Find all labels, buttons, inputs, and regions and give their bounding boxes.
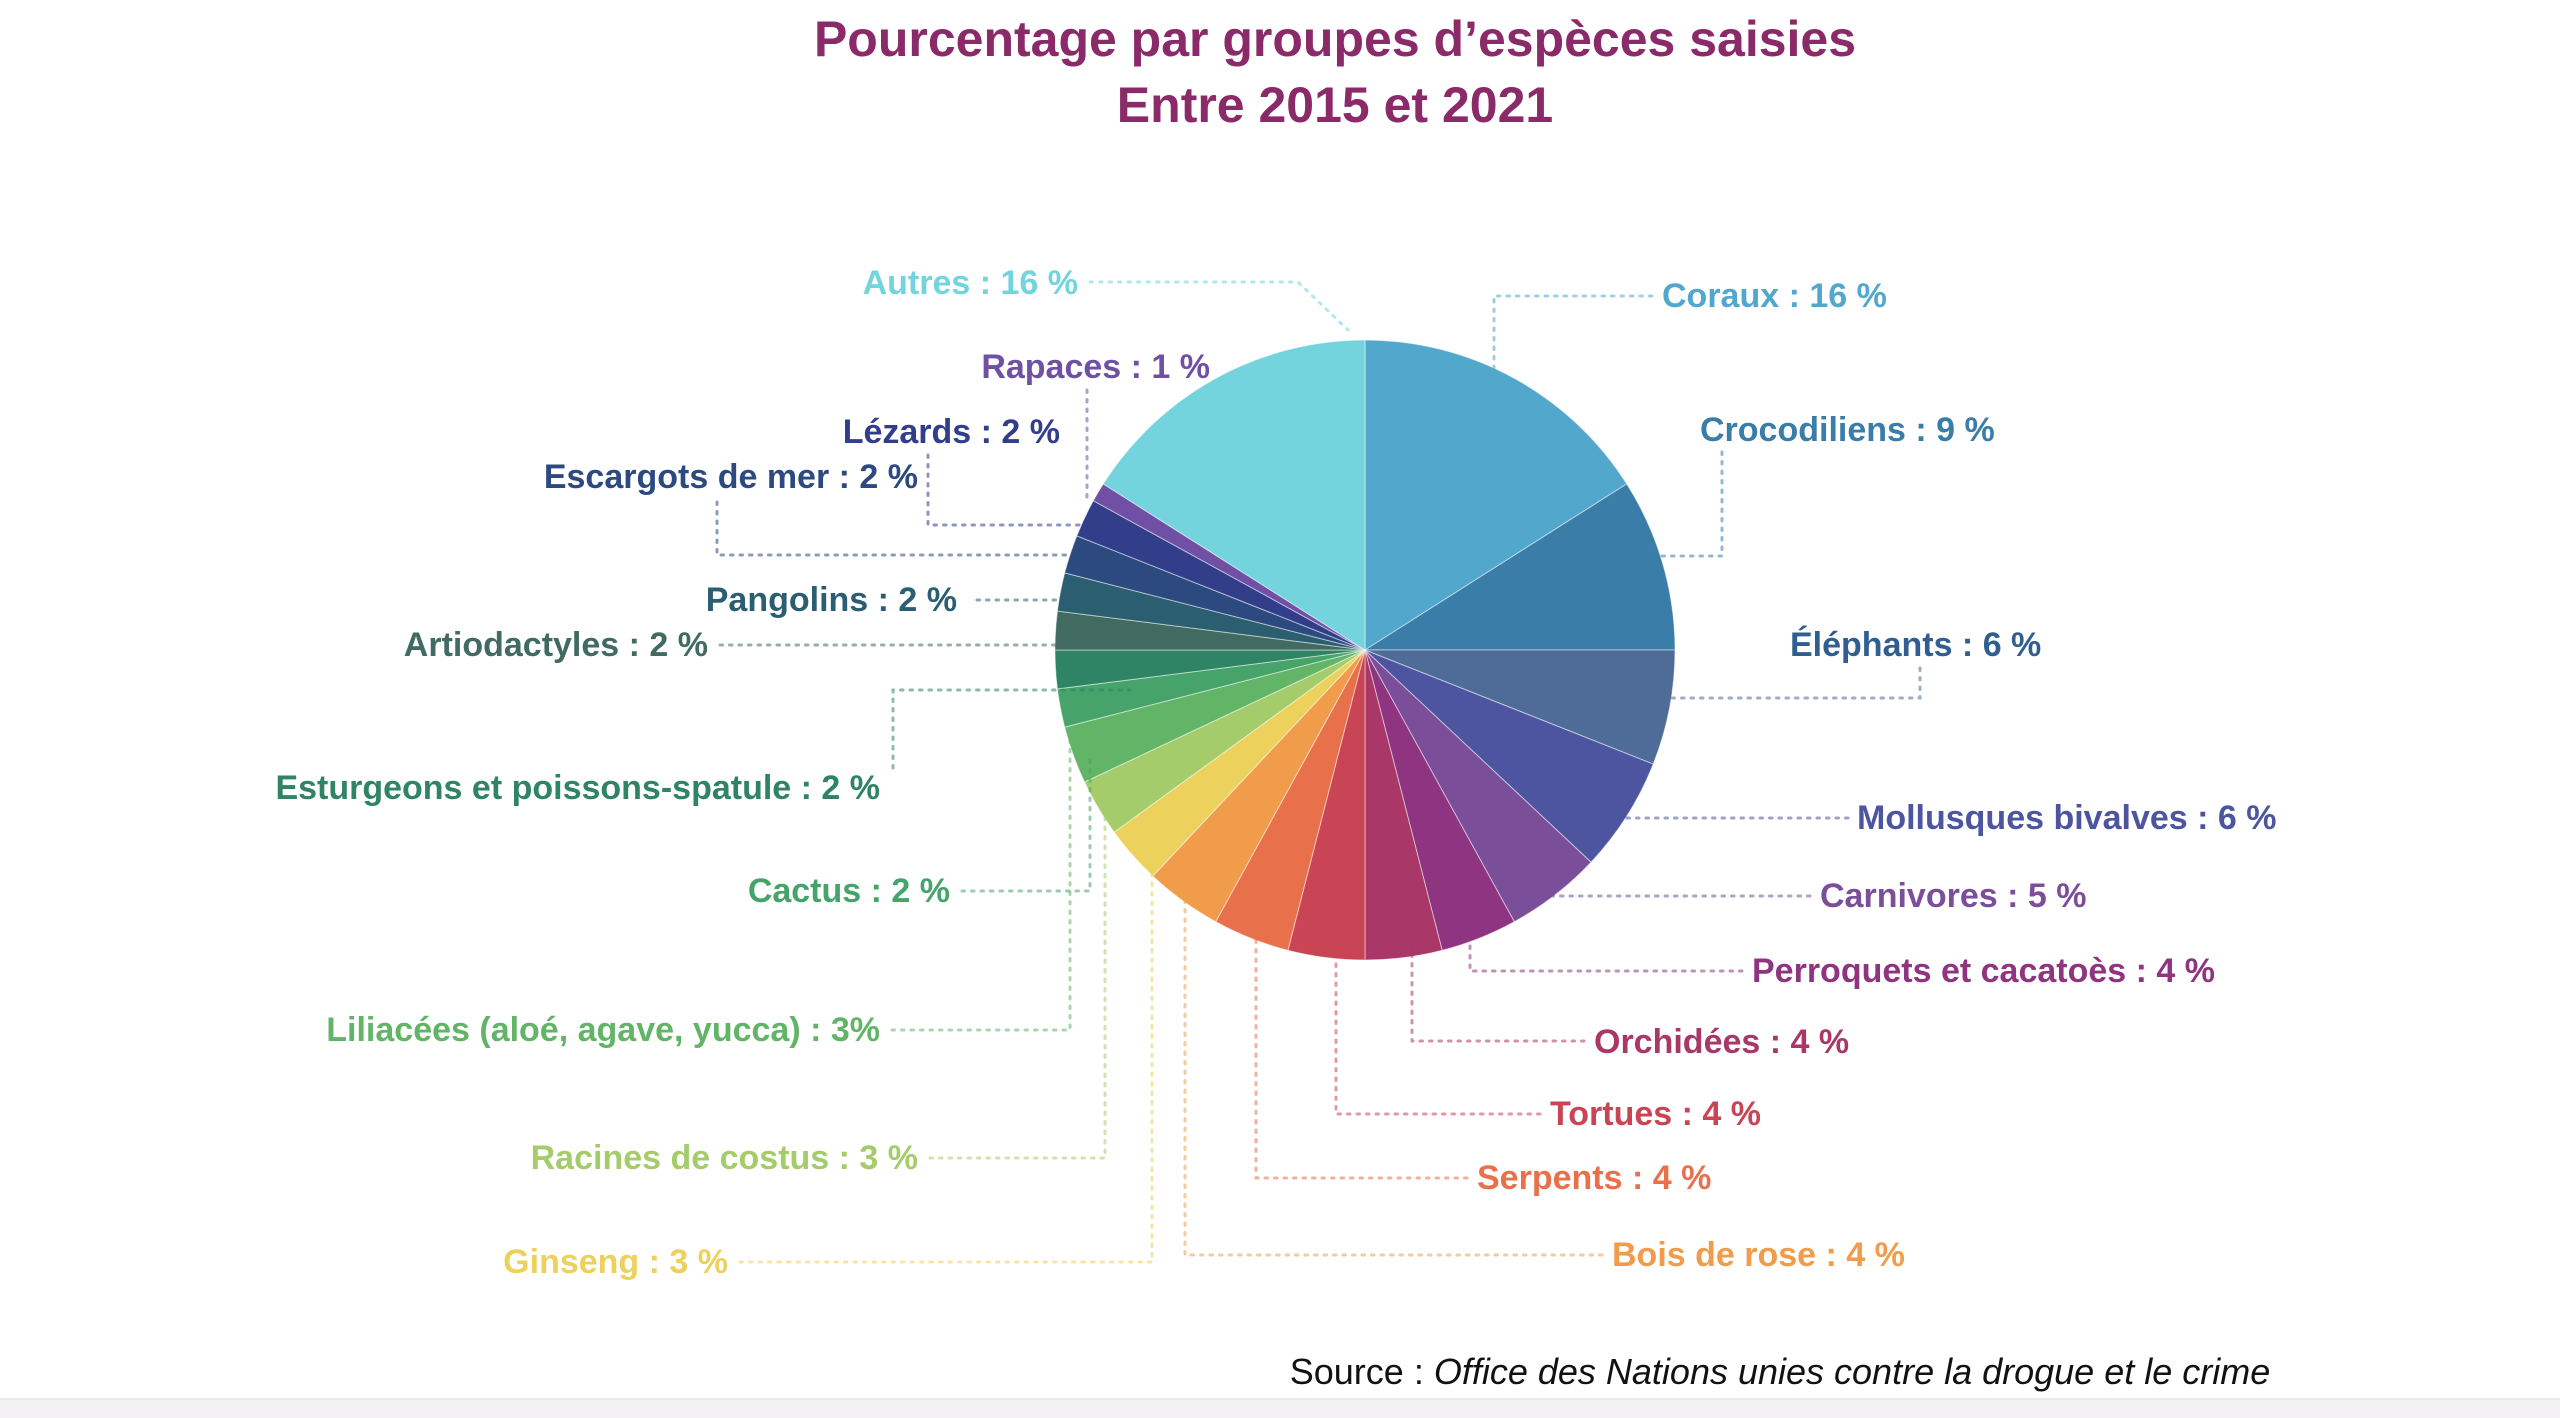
- leader-line-orchidees: [1410, 928, 1586, 1043]
- slice-label-escargots-de-mer: Escargots de mer : 2 %: [543, 458, 918, 496]
- slice-label-racines-de-costus: Racines de costus : 3 %: [530, 1139, 918, 1177]
- slice-label-artiodactyles: Artiodactyles : 2 %: [403, 626, 708, 664]
- slice-label-ginseng: Ginseng : 3 %: [503, 1243, 728, 1281]
- pie-slice-coraux: [1364, 339, 1628, 651]
- slice-label-serpents: Serpents : 4 %: [1477, 1159, 1712, 1197]
- bottom-strip: [0, 1398, 2560, 1418]
- slice-label-lezards: Lézards : 2 %: [842, 413, 1060, 451]
- source-text: Office des Nations unies contre la drogu…: [1433, 1351, 2271, 1392]
- pie-slice-crocodiliens: [1363, 483, 1676, 651]
- slice-label-liliacees-aloe-agave-yucca: Liliacées (aloé, agave, yucca) : 3%: [326, 1011, 880, 1049]
- slice-label-crocodiliens: Crocodiliens : 9 %: [1700, 411, 1995, 449]
- leader-line-escargots-de-mer: [715, 500, 1112, 557]
- slice-label-cactus: Cactus : 2 %: [747, 872, 950, 910]
- leader-line-ginseng: [738, 848, 1154, 1264]
- leader-line-autres: [1088, 280, 1350, 332]
- slice-label-rapaces: Rapaces : 1 %: [981, 348, 1210, 386]
- leader-line-esturgeons-et-poissons-spatule: [891, 688, 1132, 770]
- chart-title: Pourcentage par groupes d’espèces saisie…: [814, 6, 1856, 138]
- slice-label-carnivores: Carnivores : 5 %: [1820, 877, 2087, 915]
- slice-label-tortues: Tortues : 4 %: [1550, 1095, 1761, 1133]
- source-prefix: Source :: [1289, 1351, 1434, 1392]
- leader-line-perroquets-et-cacatoes: [1468, 923, 1744, 973]
- slice-label-orchidees: Orchidées : 4 %: [1594, 1023, 1850, 1061]
- leader-line-lezards: [926, 453, 1107, 527]
- leader-line-serpents: [1254, 913, 1469, 1180]
- slice-label-bois-de-rose: Bois de rose : 4 %: [1612, 1236, 1905, 1274]
- pie-slices-group: [1054, 339, 1676, 961]
- slice-label-mollusques-bivalves: Mollusques bivalves : 6 %: [1857, 799, 2277, 837]
- slice-label-perroquets-et-cacatoes: Perroquets et cacatoès : 4 %: [1752, 952, 2215, 990]
- slice-label-coraux: Coraux : 16 %: [1662, 277, 1887, 315]
- slice-label-esturgeons-et-poissons-spatule: Esturgeons et poissons-spatule : 2 %: [275, 769, 880, 807]
- source-line: Source : Office des Nations unies contre…: [1290, 1351, 2271, 1393]
- leader-line-liliacees-aloe-agave-yucca: [890, 728, 1072, 1032]
- leader-lines-group: [715, 280, 1922, 1264]
- slice-label-autres: Autres : 16 %: [862, 264, 1078, 302]
- slice-label-elephants: Éléphants : 6 %: [1790, 626, 2042, 664]
- slice-label-pangolins: Pangolins : 2 %: [705, 581, 957, 619]
- chart-title-line2: Entre 2015 et 2021: [1116, 77, 1554, 133]
- leader-line-elephants: [1608, 666, 1922, 700]
- chart-title-line1: Pourcentage par groupes d’espèces saisie…: [813, 11, 1857, 67]
- leader-line-tortues: [1334, 928, 1542, 1116]
- pie-slice-autres: [1102, 339, 1366, 651]
- leader-line-racines-de-costus: [928, 798, 1107, 1160]
- leader-line-crocodiliens: [1603, 450, 1724, 558]
- leader-line-coraux: [1492, 294, 1654, 387]
- leader-line-bois-de-rose: [1183, 883, 1604, 1257]
